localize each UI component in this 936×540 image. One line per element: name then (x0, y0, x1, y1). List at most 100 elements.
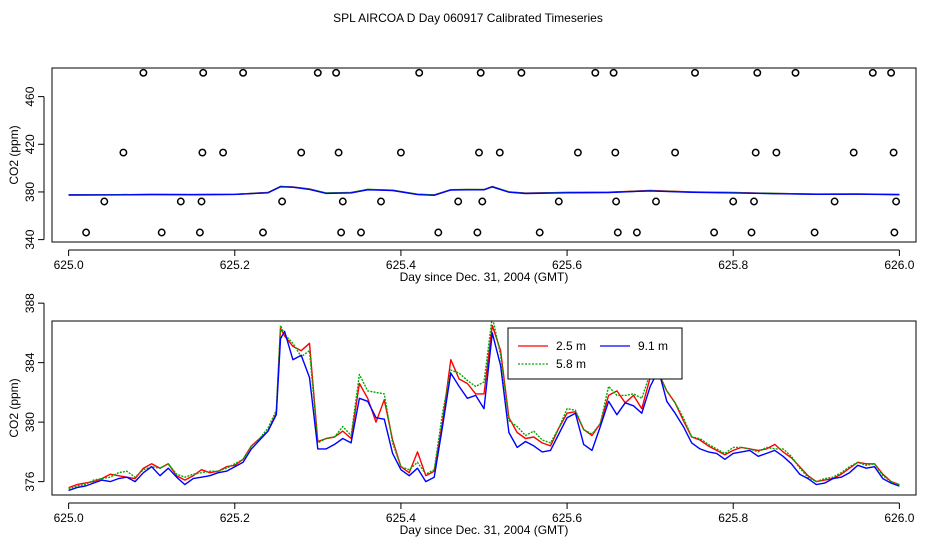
bottom-panel-x-axis: 625.0 625.2 625.4 625.6 625.8 626.0 (54, 502, 915, 525)
calibration-point (357, 228, 365, 237)
calibration-point (609, 68, 618, 77)
top-panel-x-axis: 625.0 625.2 625.4 625.6 625.8 626.0 (54, 249, 915, 272)
calibration-point (750, 197, 758, 206)
y-tick-label: 340 (23, 229, 37, 249)
legend-label-9-1m: 9.1 m (638, 339, 668, 353)
x-tick-label: 625.6 (552, 511, 582, 525)
calibration-point (334, 148, 343, 157)
calibration-point (396, 148, 405, 157)
calibration-point (554, 197, 563, 206)
series-line-2-5-m (68, 324, 900, 489)
calibration-point (495, 148, 504, 157)
x-tick-label: 625.2 (220, 511, 250, 525)
calibration-point (830, 197, 839, 206)
y-tick-label: 376 (23, 471, 37, 491)
x-tick-label: 625.8 (718, 258, 748, 272)
plot-area (68, 321, 900, 492)
x-tick-label: 625.0 (54, 511, 84, 525)
x-tick-label: 625.6 (552, 258, 582, 272)
calibration-point (747, 228, 756, 237)
calibration-point (710, 228, 719, 237)
series-line-9-1-m (68, 330, 900, 492)
calibration-point (313, 68, 322, 77)
calibration-point (219, 148, 228, 157)
calibration-point (239, 68, 248, 77)
calibration-point (199, 68, 208, 77)
x-tick-label: 626.0 (884, 511, 914, 525)
calibration-point (517, 68, 526, 77)
calibration-point (652, 197, 660, 206)
bottom-panel: 625.0 625.2 625.4 625.6 625.8 626.0 376 380 384… (7, 293, 917, 537)
legend: 2.5 m 9.1 m 5.8 m (507, 327, 683, 380)
calibration-point (198, 148, 207, 157)
legend-box (507, 327, 683, 380)
calibration-point (691, 68, 699, 77)
calibration-point (753, 68, 762, 77)
legend-label-2-5m: 2.5 m (556, 339, 586, 353)
calibration-point (259, 228, 267, 237)
calibration-point (195, 228, 204, 237)
top-panel-data (68, 68, 901, 237)
calibration-point (573, 148, 582, 157)
calibration-point (377, 197, 385, 206)
calibration-point (415, 68, 424, 77)
calibration-point (892, 197, 901, 206)
calibration-point (751, 148, 760, 157)
calibration-point (473, 228, 482, 237)
calibration-point (611, 148, 620, 157)
calibration-point (100, 197, 109, 206)
calibration-point (82, 228, 91, 237)
calibration-point (890, 228, 899, 237)
plot-area (68, 68, 901, 237)
bottom-panel-frame (51, 320, 917, 496)
calibration-point (887, 68, 896, 77)
calibration-point (868, 68, 877, 77)
calibration-point (475, 148, 483, 157)
x-tick-label: 625.8 (718, 511, 748, 525)
bottom-panel-y-axis-label: CO2 (ppm) (7, 378, 21, 437)
calibration-point (772, 148, 781, 157)
calibration-point (454, 197, 463, 206)
x-tick-label: 626.0 (884, 258, 914, 272)
bottom-panel-x-axis-label: Day since Dec. 31, 2004 (GMT) (400, 523, 569, 537)
calibration-point (612, 197, 621, 206)
calibration-point (139, 68, 148, 77)
calibration-point (157, 228, 166, 237)
y-tick-label: 384 (23, 352, 37, 372)
calibration-point (197, 197, 206, 206)
calibration-point (613, 228, 622, 237)
y-tick-label: 380 (23, 412, 37, 432)
top-panel-x-axis-label: Day since Dec. 31, 2004 (GMT) (400, 270, 569, 284)
y-tick-label: 380 (23, 182, 37, 202)
y-tick-label: 388 (23, 293, 37, 313)
calibration-point (591, 68, 600, 77)
calibration-point (476, 68, 485, 77)
bottom-panel-y-axis: 376 380 384 388 (23, 293, 45, 492)
calibration-point (671, 148, 680, 157)
figure-title: SPL AIRCOA D Day 060917 Calibrated Times… (333, 11, 603, 25)
calibration-point (176, 197, 185, 206)
calibration-point (810, 228, 819, 237)
top-panel-y-axis-label: CO2 (ppm) (7, 125, 21, 184)
bottom-panel-data (68, 321, 900, 492)
legend-label-5-8m: 5.8 m (556, 357, 586, 371)
x-tick-label: 625.4 (386, 511, 416, 525)
x-tick-label: 625.2 (220, 258, 250, 272)
calibration-point (632, 228, 641, 237)
calibration-point (791, 68, 800, 77)
top-panel-y-axis: 340 380 420 460 (23, 86, 45, 250)
calibration-point (337, 228, 346, 237)
top-panel: 625.0 625.2 625.4 625.6 625.8 626.0 340 380 420… (7, 67, 917, 284)
y-tick-label: 420 (23, 134, 37, 154)
calibration-point (119, 148, 128, 157)
calibration-point (297, 148, 306, 157)
calibration-point (889, 148, 898, 157)
x-tick-label: 625.4 (386, 258, 416, 272)
x-tick-label: 625.0 (54, 258, 84, 272)
y-tick-label: 460 (23, 86, 37, 106)
calibration-point (338, 197, 347, 206)
top-panel-frame (51, 67, 917, 243)
calibration-point (535, 228, 544, 237)
calibration-point (478, 197, 487, 206)
